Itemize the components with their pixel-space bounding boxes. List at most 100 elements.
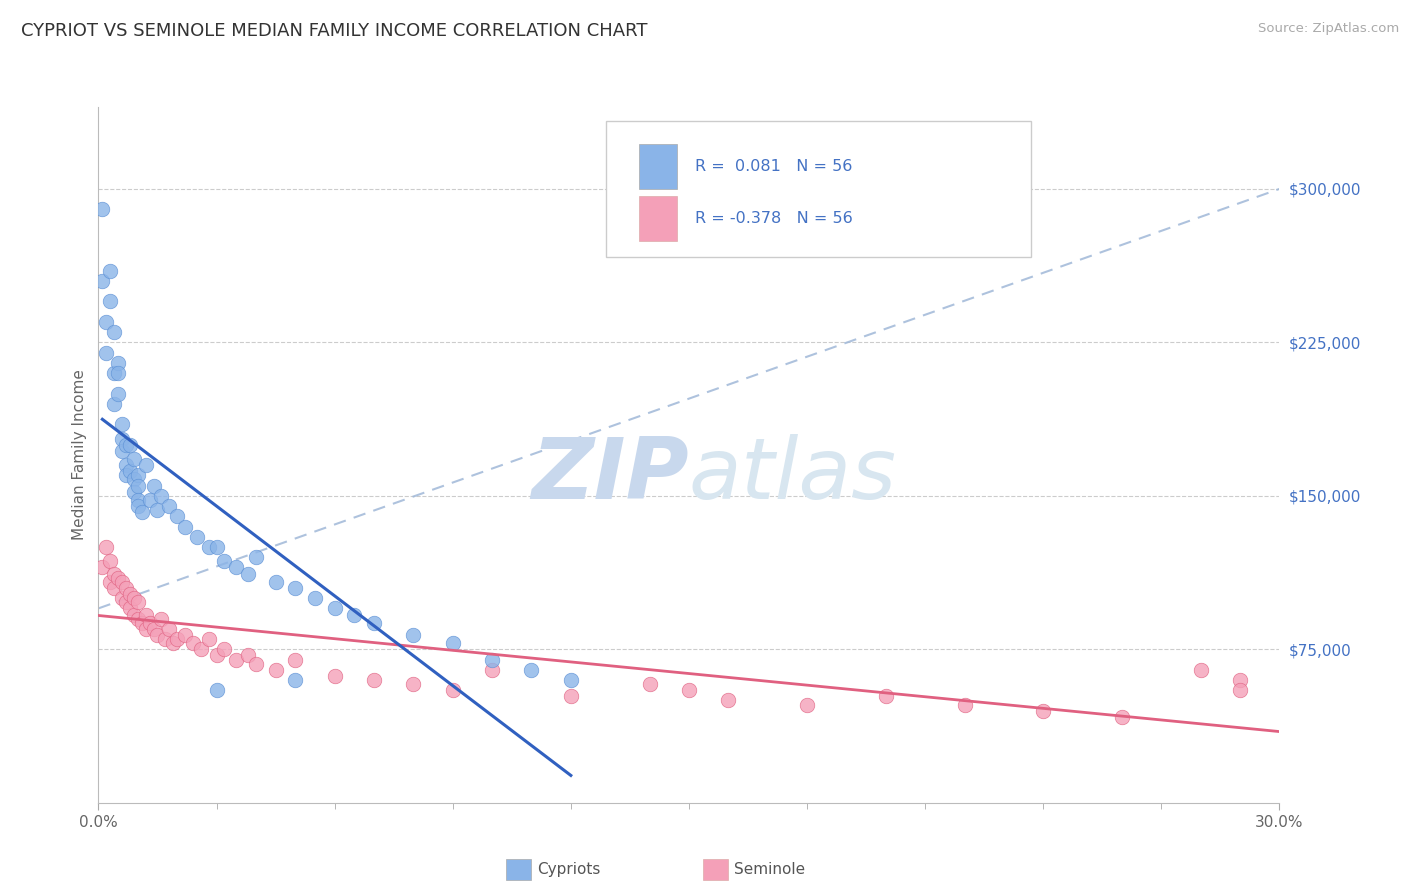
Point (96, 315, 118, 329)
Point (111, 432, 134, 446)
Point (402, 628, 425, 642)
Point (127, 612, 149, 626)
Point (91, 274, 114, 288)
Point (142, 478, 165, 492)
Point (111, 591, 134, 606)
Point (323, 669, 346, 683)
Point (118, 587, 141, 601)
Point (135, 458, 157, 472)
Point (197, 632, 219, 646)
Point (560, 690, 582, 704)
Point (343, 607, 366, 622)
Point (91, 202, 114, 217)
Point (1111, 710, 1133, 724)
Point (111, 574, 134, 589)
Point (363, 615, 385, 630)
Point (441, 683, 464, 698)
Point (304, 591, 326, 606)
Point (111, 443, 134, 458)
Point (122, 484, 145, 499)
Point (146, 503, 169, 517)
Point (481, 652, 503, 666)
Point (166, 509, 188, 524)
Point (181, 636, 204, 650)
FancyBboxPatch shape (606, 121, 1032, 257)
Point (875, 690, 897, 704)
FancyBboxPatch shape (640, 144, 678, 189)
Point (122, 607, 145, 622)
Point (127, 499, 149, 513)
Point (127, 595, 149, 609)
Point (98, 554, 121, 568)
Text: Source: ZipAtlas.com: Source: ZipAtlas.com (1258, 22, 1399, 36)
Point (103, 566, 125, 581)
Point (118, 601, 141, 615)
Point (560, 673, 582, 687)
Point (441, 636, 464, 650)
Point (91, 560, 114, 574)
Text: R = -0.378   N = 56: R = -0.378 N = 56 (695, 211, 852, 226)
Point (107, 356, 129, 370)
Point (115, 581, 138, 595)
Point (111, 417, 134, 432)
Point (953, 698, 976, 712)
Point (107, 366, 129, 380)
Point (638, 677, 661, 691)
Point (190, 642, 212, 657)
Point (323, 601, 346, 615)
Point (96, 540, 118, 554)
Point (157, 499, 180, 513)
Text: ZIP: ZIP (531, 434, 689, 517)
Point (138, 615, 160, 630)
Point (197, 540, 219, 554)
Point (363, 673, 385, 687)
Point (205, 540, 228, 554)
Text: atlas: atlas (689, 434, 897, 517)
Point (678, 683, 700, 698)
Point (166, 632, 188, 646)
Point (122, 452, 145, 467)
Point (402, 677, 425, 691)
Point (245, 550, 267, 565)
Point (107, 571, 129, 585)
Point (135, 622, 157, 636)
Point (236, 648, 259, 663)
Point (225, 652, 247, 666)
Point (174, 519, 197, 533)
Point (717, 693, 740, 707)
Point (127, 478, 149, 492)
Point (1229, 683, 1251, 698)
Point (205, 648, 228, 663)
Point (264, 663, 287, 677)
Point (284, 652, 307, 666)
Point (118, 438, 141, 452)
Point (135, 607, 157, 622)
Point (1189, 663, 1212, 677)
Point (162, 636, 184, 650)
Point (115, 458, 138, 472)
Point (186, 530, 208, 544)
Point (98, 574, 121, 589)
Point (214, 554, 236, 568)
Point (155, 632, 177, 646)
Point (236, 566, 259, 581)
Point (481, 663, 503, 677)
Point (98, 264, 121, 278)
Point (225, 560, 247, 574)
Point (796, 698, 818, 712)
Point (1229, 673, 1251, 687)
Point (214, 642, 236, 657)
Point (142, 622, 165, 636)
Point (103, 366, 125, 380)
Point (122, 591, 145, 606)
Text: Cypriots: Cypriots (537, 863, 600, 877)
Point (96, 345, 118, 359)
Point (284, 673, 307, 687)
Point (131, 505, 153, 519)
Point (284, 581, 307, 595)
Point (520, 663, 543, 677)
Text: R =  0.081   N = 56: R = 0.081 N = 56 (695, 159, 852, 174)
Point (150, 489, 173, 503)
Point (103, 325, 125, 339)
Point (122, 473, 145, 487)
